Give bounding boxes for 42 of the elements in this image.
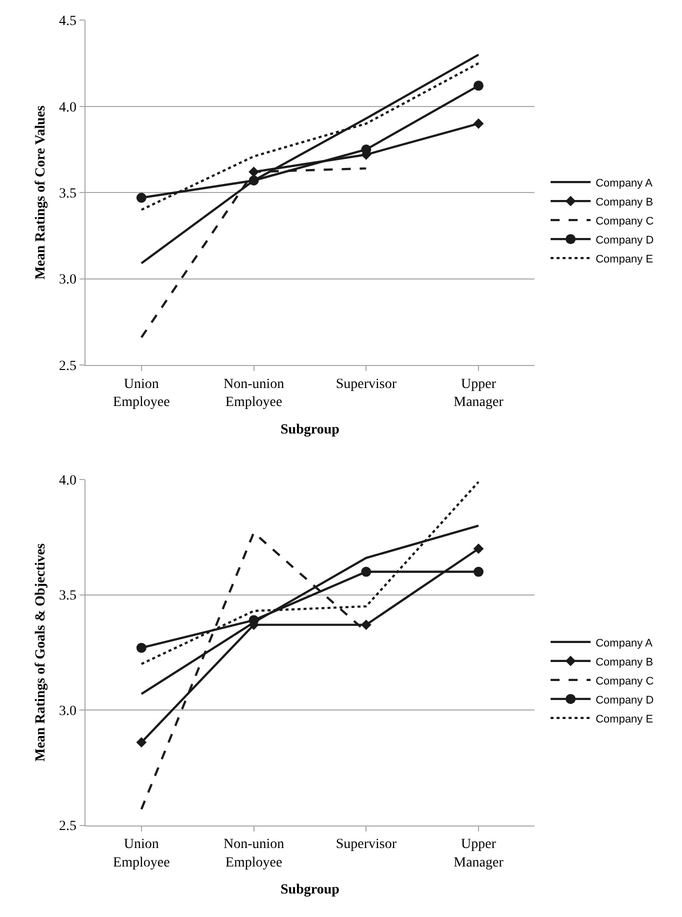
legend-label: Company E [596, 713, 654, 726]
y-tick-label: 4.5 [58, 14, 76, 30]
point [136, 642, 146, 653]
point [136, 192, 146, 203]
point [474, 566, 484, 577]
legend-label: Company D [596, 694, 654, 706]
legend-label: Company A [596, 637, 654, 650]
y-tick-label: 2.5 [58, 358, 76, 374]
y-tick-label: 3.5 [58, 186, 76, 202]
legend-label: Company C [596, 215, 654, 228]
legend-label: Company E [596, 253, 654, 266]
y-axis-title: Mean Ratings of Goals & Objectives [34, 542, 49, 762]
x-axis-title: Subgroup [280, 422, 340, 438]
legend-label: Company B [596, 656, 654, 668]
x-tick-label: Upper Manager [454, 376, 504, 410]
y-axis-title: Mean Ratings of Core Values [34, 105, 49, 280]
point [361, 144, 372, 154]
y-tick-label: 4.0 [58, 473, 76, 488]
y-tick-label: 2.5 [58, 819, 76, 834]
point [136, 737, 147, 748]
point [473, 544, 484, 554]
point [473, 118, 484, 129]
y-tick-label: 3.5 [58, 588, 76, 604]
point [248, 176, 259, 186]
x-tick-label: Union Employee [113, 376, 170, 410]
point [474, 80, 484, 91]
x-tick-label: Union Employee [113, 837, 170, 870]
x-tick-label: Upper Manager [454, 837, 504, 870]
x-axis-title: Subgroup [280, 882, 340, 898]
point [361, 566, 372, 577]
point [360, 620, 372, 630]
x-tick-label: Supervisor [336, 376, 397, 392]
y-tick-label: 4.0 [58, 100, 76, 116]
legend-label: Company C [596, 675, 654, 688]
y-tick-label: 3.0 [58, 704, 76, 719]
legend-label: Company B [596, 196, 654, 208]
x-tick-label: Non-union Employee [223, 376, 284, 410]
legend-label: Company D [596, 234, 654, 246]
y-tick-label: 3.0 [58, 272, 76, 288]
legend-label: Company A [596, 177, 654, 190]
x-tick-label: Non-union Employee [223, 837, 284, 870]
x-tick-label: Supervisor [336, 837, 397, 852]
